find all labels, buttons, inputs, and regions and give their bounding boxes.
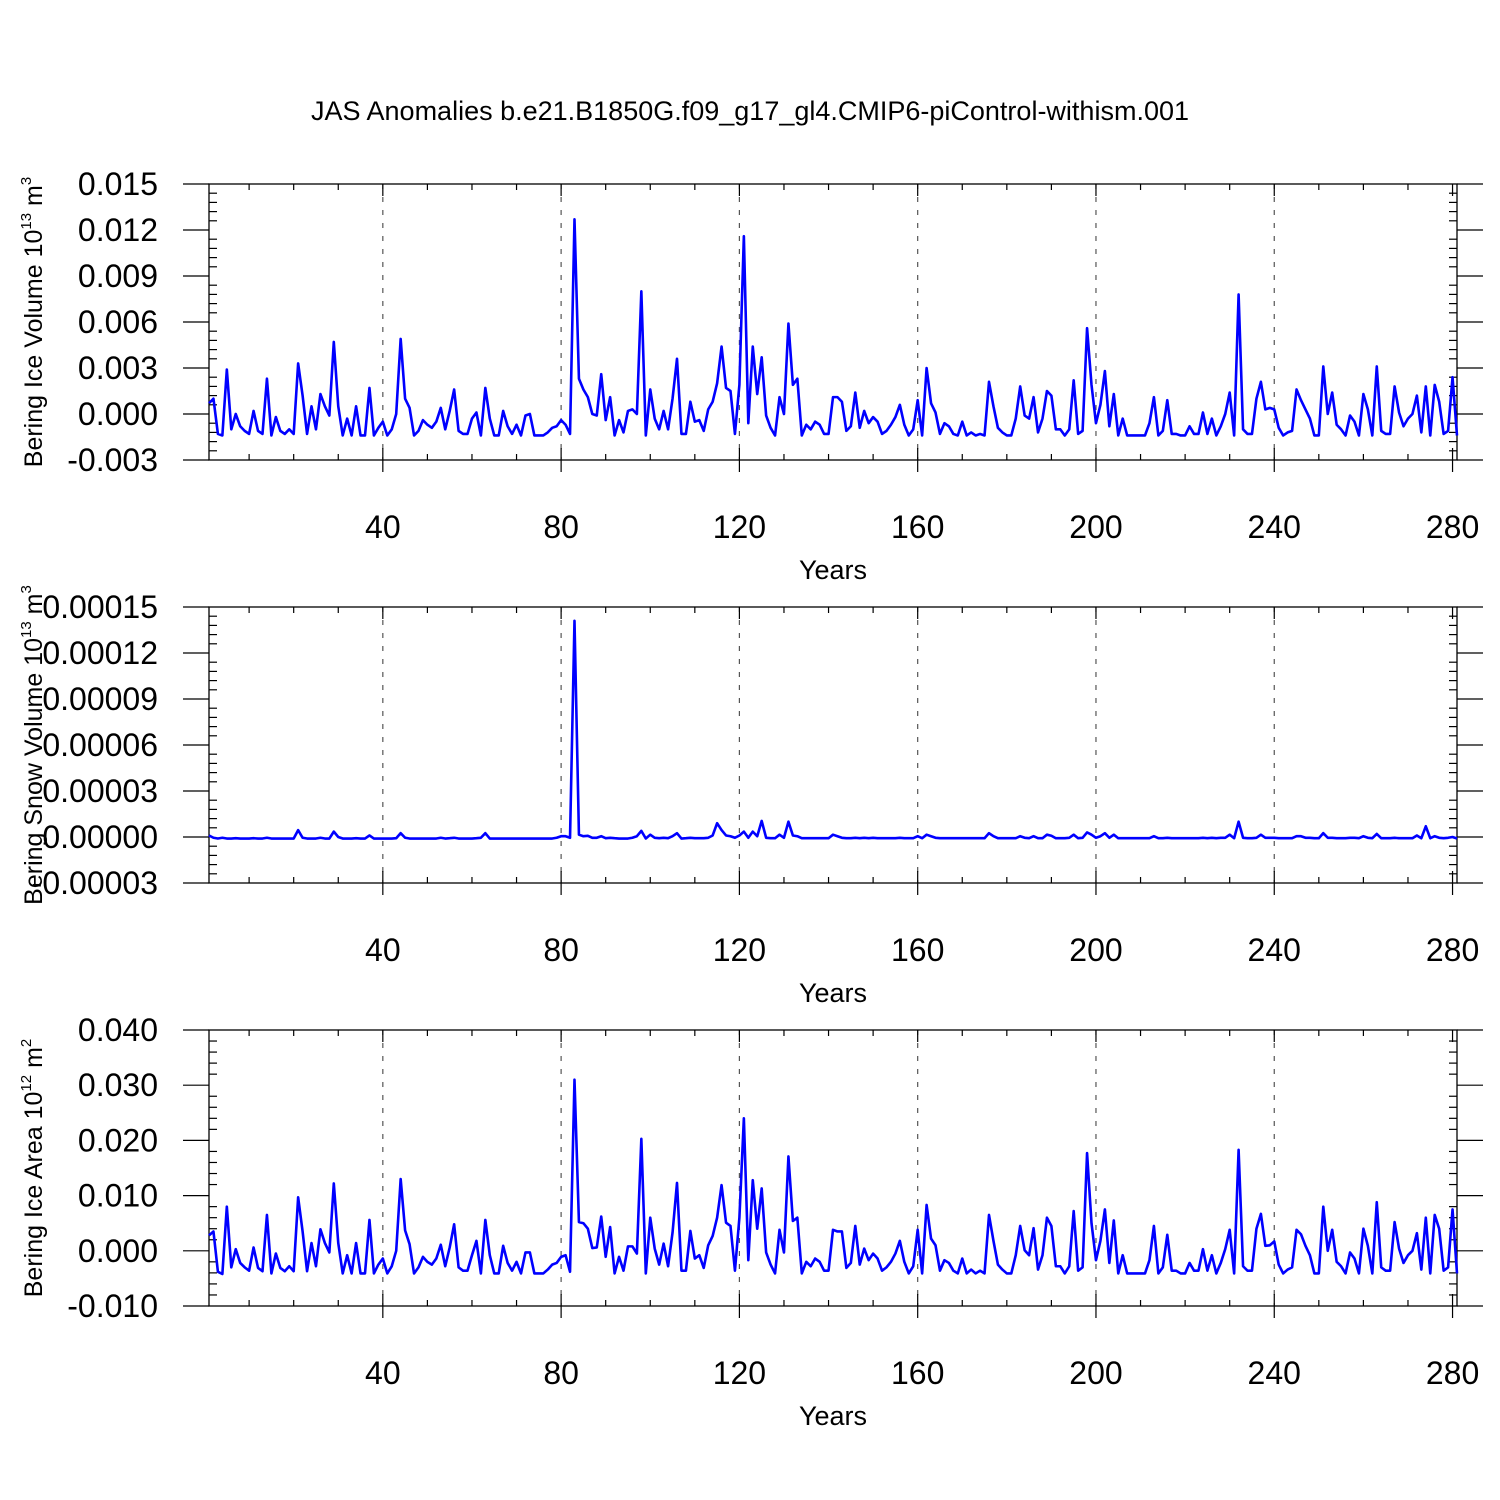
y-axis-label-unit-exponent: 3 xyxy=(18,177,35,185)
y-tick-label: -0.003 xyxy=(67,442,158,478)
y-axis-label: Bering Snow Volume 1013 m3 xyxy=(18,585,48,905)
y-tick-label: 0.020 xyxy=(78,1122,158,1158)
y-axis-label-unit: m xyxy=(20,1047,48,1075)
x-tick-label: 40 xyxy=(365,1355,401,1391)
plot-frame xyxy=(208,606,1458,884)
x-tick-label: 80 xyxy=(543,1355,579,1391)
y-tick-label: 0.00009 xyxy=(42,681,158,717)
y-tick-label: 0.010 xyxy=(78,1178,158,1214)
x-tick-label: 240 xyxy=(1248,932,1301,968)
y-tick-label: 0.012 xyxy=(78,212,158,248)
y-tick-label: 0.00000 xyxy=(42,819,158,855)
y-axis-label: Bering Ice Volume 1013 m3 xyxy=(18,177,48,467)
x-tick-label: 160 xyxy=(891,509,944,545)
plot-frame xyxy=(208,183,1458,461)
y-axis-label: Bering Ice Area 1012 m2 xyxy=(18,1039,48,1298)
x-axis-label: Years xyxy=(799,1401,867,1431)
y-axis-label-unit: m xyxy=(20,185,48,213)
x-tick-label: 280 xyxy=(1426,509,1479,545)
y-tick-label: 0.00006 xyxy=(42,727,158,763)
y-tick-label: 0.040 xyxy=(78,1012,158,1048)
x-tick-label: 200 xyxy=(1069,932,1122,968)
y-axis-label-text: Bering Ice Volume 10 xyxy=(20,230,48,468)
y-tick-label: 0.009 xyxy=(78,258,158,294)
x-tick-label: 40 xyxy=(365,932,401,968)
x-tick-label: 120 xyxy=(713,1355,766,1391)
y-tick-label: 0.015 xyxy=(78,166,158,202)
x-tick-label: 280 xyxy=(1426,1355,1479,1391)
x-tick-label: 240 xyxy=(1248,509,1301,545)
y-tick-label: 0.003 xyxy=(78,350,158,386)
x-tick-label: 120 xyxy=(713,932,766,968)
x-tick-label: 200 xyxy=(1069,1355,1122,1391)
x-tick-label: 240 xyxy=(1248,1355,1301,1391)
y-axis-label-text: Bering Ice Area 10 xyxy=(20,1092,48,1298)
y-tick-label: -0.00003 xyxy=(32,865,158,901)
series-line xyxy=(208,217,1459,437)
panel-3: 0.040 0.030 0.020 0.010 0.000 -0.010 40 80 120 16… xyxy=(18,1012,1483,1431)
series-line xyxy=(208,1078,1459,1276)
figure-title: JAS Anomalies b.e21.B1850G.f09_g17_gl4.C… xyxy=(311,96,1189,126)
y-tick-label: 0.00003 xyxy=(42,773,158,809)
panel-1: 0.015 0.012 0.009 0.006 0.003 0.000 -0.003 40 80… xyxy=(18,166,1483,585)
y-axis-label-unit-exponent: 2 xyxy=(18,1039,35,1047)
y-axis-label-unit-exponent: 3 xyxy=(18,585,35,593)
x-tick-label: 80 xyxy=(543,932,579,968)
x-tick-label: 40 xyxy=(365,509,401,545)
panel-2: 0.00015 0.00012 0.00009 0.00006 0.00003 0.000… xyxy=(18,585,1483,1008)
y-axis-label-exponent: 12 xyxy=(18,1075,35,1092)
x-tick-label: 200 xyxy=(1069,509,1122,545)
series-line xyxy=(208,619,1458,840)
y-tick-label: 0.000 xyxy=(78,396,158,432)
x-axis-label: Years xyxy=(799,555,867,585)
panels: 0.015 0.012 0.009 0.006 0.003 0.000 -0.003 40 80… xyxy=(18,166,1483,1431)
y-tick-label: 0.000 xyxy=(78,1233,158,1269)
y-axis-label-unit: m xyxy=(20,594,48,622)
x-tick-label: 120 xyxy=(713,509,766,545)
x-tick-label: 160 xyxy=(891,932,944,968)
x-tick-label: 280 xyxy=(1426,932,1479,968)
y-tick-label: -0.010 xyxy=(67,1288,158,1324)
y-axis-label-exponent: 13 xyxy=(18,621,35,638)
plot-frame xyxy=(208,1029,1458,1307)
y-axis-label-text: Bering Snow Volume 10 xyxy=(20,638,48,905)
x-tick-label: 80 xyxy=(543,509,579,545)
x-tick-label: 160 xyxy=(891,1355,944,1391)
y-tick-label: 0.030 xyxy=(78,1067,158,1103)
y-axis-label-exponent: 13 xyxy=(18,213,35,230)
y-tick-label: 0.006 xyxy=(78,304,158,340)
y-tick-label: 0.00015 xyxy=(42,589,158,625)
y-tick-label: 0.00012 xyxy=(42,635,158,671)
x-axis-label: Years xyxy=(799,978,867,1008)
